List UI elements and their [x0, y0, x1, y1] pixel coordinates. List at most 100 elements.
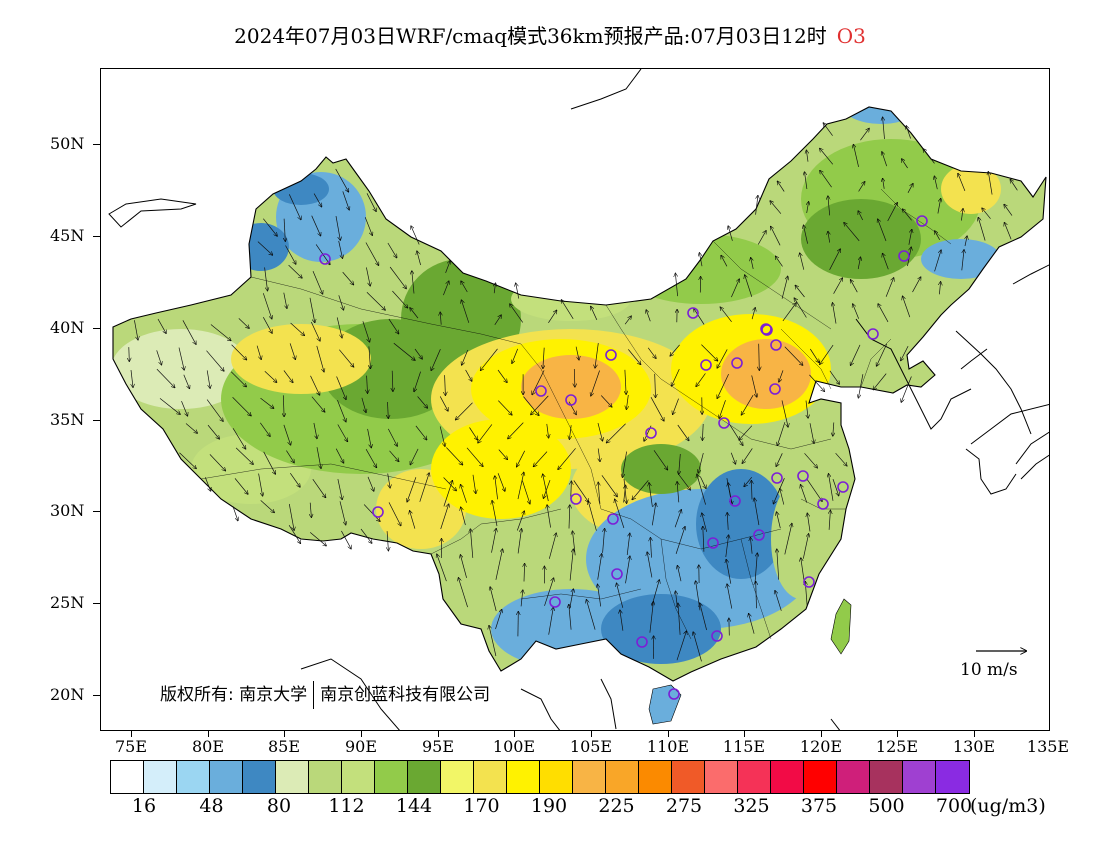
wind-arrow	[776, 453, 783, 466]
wind-arrow	[543, 474, 549, 502]
wind-arrow	[835, 452, 847, 466]
wind-arrow	[516, 283, 520, 299]
wind-arrow	[569, 605, 572, 630]
station-marker	[837, 481, 849, 493]
wind-reference-label: 10 m/s	[960, 660, 1018, 680]
wind-arrow	[700, 603, 707, 631]
wind-arrow	[777, 512, 781, 529]
wind-arrow	[131, 370, 133, 387]
lon-tick	[284, 731, 285, 737]
wind-arrow	[903, 296, 911, 318]
wind-arrow	[290, 322, 305, 335]
wind-arrow	[878, 304, 889, 323]
wind-arrow	[547, 505, 551, 528]
wind-arrow	[495, 549, 503, 580]
wind-arrow	[342, 271, 354, 285]
wind-arrow	[823, 123, 833, 136]
wind-arrow	[770, 201, 782, 214]
lon-label: 100E	[492, 737, 536, 756]
lon-label: 85E	[267, 737, 301, 756]
wind-arrow	[466, 447, 483, 467]
wind-arrow	[628, 349, 640, 364]
wind-arrow	[290, 472, 300, 487]
wind-arrow	[548, 533, 556, 559]
wind-arrow	[392, 370, 393, 392]
wind-arrow	[571, 481, 572, 500]
colorbar-swatch	[144, 761, 177, 793]
station-marker	[718, 417, 730, 429]
wind-arrow	[749, 614, 755, 634]
station-marker	[607, 513, 619, 525]
wind-arrow	[234, 478, 248, 494]
wind-arrow	[412, 271, 415, 294]
lon-label: 75E	[114, 737, 148, 756]
wind-arrow	[801, 558, 805, 581]
lon-label: 120E	[799, 737, 843, 756]
wind-arrow	[263, 218, 277, 236]
wind-arrow	[206, 370, 210, 388]
station-marker	[549, 596, 561, 608]
wind-arrow	[209, 454, 226, 470]
wind-arrow	[591, 307, 598, 320]
lon-tick	[668, 731, 669, 737]
wind-arrow	[311, 215, 321, 236]
wind-arrow	[883, 179, 885, 189]
lat-tick	[93, 603, 100, 604]
lat-tick	[93, 695, 100, 696]
wind-arrow	[923, 149, 935, 164]
wind-arrow	[182, 320, 196, 344]
wind-arrow	[309, 297, 315, 323]
colorbar-tick-label: 275	[665, 795, 703, 817]
station-marker	[898, 250, 910, 262]
wind-arrow	[388, 318, 399, 334]
station-marker	[770, 339, 782, 351]
colorbar-tick-label: 225	[598, 795, 635, 817]
wind-arrow	[961, 209, 963, 221]
wind-arrow	[858, 182, 865, 192]
wind-arrow	[802, 534, 808, 559]
wind-arrow	[388, 401, 389, 418]
wind-arrow	[260, 397, 274, 408]
wind-arrow	[417, 251, 421, 266]
colorbar-tick-label: 80	[266, 795, 292, 817]
wind-arrow	[744, 476, 753, 486]
colorbar-swatch	[672, 761, 705, 793]
lat-label: 40N	[50, 318, 85, 337]
wind-arrow	[517, 529, 521, 554]
wind-arrow	[185, 423, 197, 434]
wind-arrow	[387, 242, 397, 258]
forecast-map	[108, 69, 1049, 730]
lat-tick	[93, 144, 100, 145]
colorbar-swatch	[639, 761, 672, 793]
wind-arrow	[745, 275, 753, 298]
wind-arrow	[858, 211, 864, 221]
wind-arrow	[411, 226, 420, 245]
wind-arrow	[677, 566, 682, 582]
wind-arrow	[646, 310, 651, 322]
lon-tick	[208, 731, 209, 737]
colorbar-swatch	[870, 761, 903, 793]
wind-arrow	[491, 529, 497, 553]
wind-arrow	[851, 280, 858, 293]
wind-arrow	[809, 374, 824, 391]
station-marker	[700, 359, 712, 371]
wind-arrow	[342, 191, 349, 209]
wind-arrow	[934, 250, 942, 272]
wind-arrow	[312, 270, 323, 294]
wind-arrow	[443, 281, 448, 296]
wind-arrow	[366, 193, 376, 211]
wind-arrow	[647, 347, 656, 359]
colorbar-swatch	[309, 761, 342, 793]
wind-arrow	[701, 344, 717, 361]
wind-arrow	[156, 350, 162, 364]
wind-arrow	[410, 308, 419, 319]
wind-arrow	[624, 485, 626, 503]
wind-arrow	[316, 345, 324, 372]
wind-arrow	[445, 261, 451, 274]
wind-arrow	[858, 257, 860, 270]
wind-arrow	[742, 448, 753, 463]
wind-arrow	[698, 453, 704, 473]
wind-arrow	[312, 478, 326, 497]
wind-arrow	[751, 308, 755, 320]
station-marker	[319, 253, 331, 265]
